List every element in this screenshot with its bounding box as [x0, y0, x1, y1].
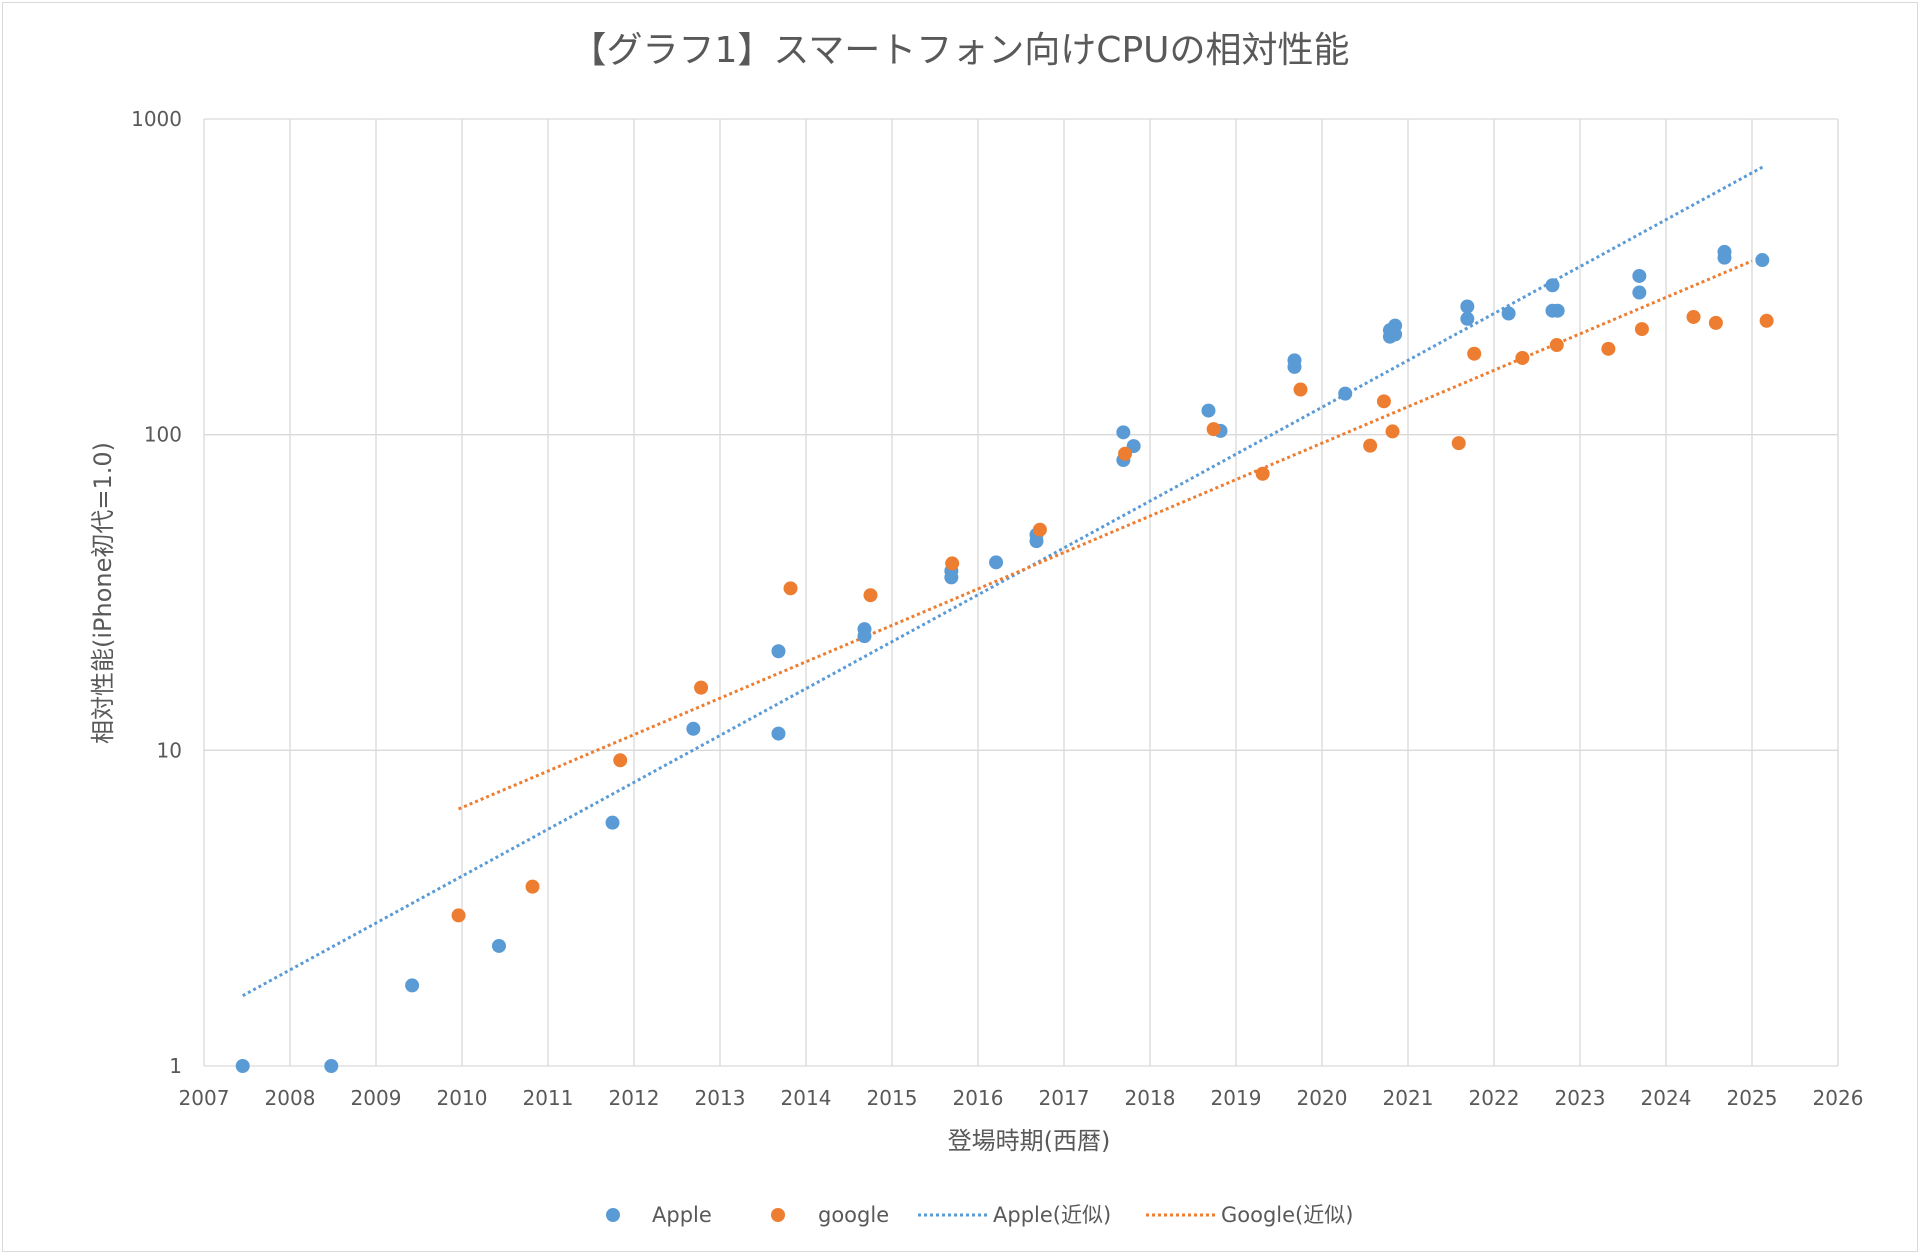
- x-tick-label: 2021: [1383, 1086, 1434, 1110]
- point-google: [783, 581, 798, 596]
- legend-marker-apple: [606, 1208, 620, 1222]
- point-google: [1118, 446, 1133, 461]
- point-apple: [1545, 278, 1560, 293]
- point-google: [1759, 313, 1774, 328]
- point-google: [451, 908, 466, 923]
- point-apple: [1501, 306, 1516, 321]
- point-google: [1686, 309, 1701, 324]
- point-apple: [1460, 299, 1475, 314]
- x-tick-label: 2009: [351, 1086, 402, 1110]
- point-apple: [771, 644, 786, 659]
- point-google: [945, 556, 960, 571]
- point-google: [525, 879, 540, 894]
- chart-title: 【グラフ1】スマートフォン向けCPUの相対性能: [570, 30, 1349, 71]
- point-google: [1708, 315, 1723, 330]
- point-apple: [1717, 244, 1732, 259]
- point-apple: [1632, 268, 1647, 283]
- point-google: [1467, 346, 1482, 361]
- point-apple: [605, 815, 620, 830]
- grid: [203, 118, 1839, 1067]
- trendlines: [241, 165, 1764, 998]
- point-apple: [235, 1059, 250, 1073]
- point-apple: [405, 978, 420, 993]
- x-tick-label: 2026: [1813, 1086, 1864, 1110]
- point-apple: [1632, 285, 1647, 300]
- point-apple: [1755, 253, 1770, 268]
- point-apple: [989, 555, 1004, 570]
- legend-label-google-trend: Google(近似): [1221, 1203, 1353, 1227]
- y-tick-labels: 1 10 100 1000: [131, 107, 182, 1078]
- x-axis-label: 登場時期(西暦): [948, 1127, 1111, 1155]
- x-tick-label: 2012: [609, 1086, 660, 1110]
- point-google: [1385, 424, 1400, 439]
- point-google: [1206, 422, 1221, 437]
- point-google: [1515, 350, 1530, 365]
- y-tick-label: 10: [157, 738, 182, 762]
- point-google: [694, 680, 709, 695]
- x-tick-label: 2020: [1297, 1086, 1348, 1110]
- point-google: [1293, 382, 1308, 397]
- point-google: [1634, 322, 1649, 337]
- x-tick-label: 2019: [1211, 1086, 1262, 1110]
- legend-label-google: google: [818, 1203, 889, 1227]
- x-tick-label: 2017: [1039, 1086, 1090, 1110]
- point-apple: [1460, 311, 1475, 326]
- y-axis-label: 相対性能(iPhone初代=1.0): [89, 442, 117, 744]
- point-google: [1549, 338, 1564, 353]
- x-tick-label: 2015: [867, 1086, 918, 1110]
- point-apple: [1201, 403, 1216, 418]
- x-tick-label: 2018: [1125, 1086, 1176, 1110]
- point-apple: [771, 726, 786, 741]
- point-google: [1451, 436, 1466, 451]
- point-google: [613, 753, 628, 768]
- point-google: [1363, 438, 1378, 453]
- x-tick-label: 2023: [1555, 1086, 1606, 1110]
- point-apple: [1550, 303, 1565, 318]
- point-apple: [1287, 353, 1302, 368]
- point-apple: [857, 622, 872, 637]
- point-google: [863, 588, 878, 603]
- y-tick-label: 100: [144, 423, 182, 447]
- point-apple: [1388, 318, 1403, 333]
- x-tick-label: 2011: [523, 1086, 574, 1110]
- legend: Apple google Apple(近似) Google(近似): [606, 1203, 1353, 1227]
- x-tick-label: 2022: [1469, 1086, 1520, 1110]
- x-tick-label: 2024: [1641, 1086, 1692, 1110]
- x-tick-label: 2013: [695, 1086, 746, 1110]
- x-tick-label: 2016: [953, 1086, 1004, 1110]
- legend-label-apple: Apple: [652, 1203, 712, 1227]
- legend-marker-google: [771, 1208, 785, 1222]
- point-google: [1601, 341, 1616, 356]
- y-tick-label: 1000: [131, 107, 182, 131]
- trendline-google: [457, 259, 1753, 811]
- data-points: [235, 244, 1774, 1073]
- trendline-apple: [241, 165, 1764, 998]
- y-tick-label: 1: [169, 1054, 182, 1078]
- point-apple: [686, 721, 701, 736]
- x-tick-labels: 2007 2008 2009 2010 2011 2012 2013 2014 2015 2016…: [179, 1086, 1864, 1110]
- point-apple: [324, 1059, 339, 1073]
- point-apple: [1116, 425, 1131, 440]
- point-apple: [491, 938, 506, 953]
- x-tick-label: 2010: [437, 1086, 488, 1110]
- x-tick-label: 2014: [781, 1086, 832, 1110]
- x-tick-label: 2007: [179, 1086, 230, 1110]
- point-google: [1255, 466, 1270, 481]
- legend-label-apple-trend: Apple(近似): [993, 1203, 1111, 1227]
- point-google: [1376, 394, 1391, 409]
- x-tick-label: 2008: [265, 1086, 316, 1110]
- point-apple: [1338, 386, 1353, 401]
- x-tick-label: 2025: [1727, 1086, 1778, 1110]
- point-google: [1032, 522, 1047, 537]
